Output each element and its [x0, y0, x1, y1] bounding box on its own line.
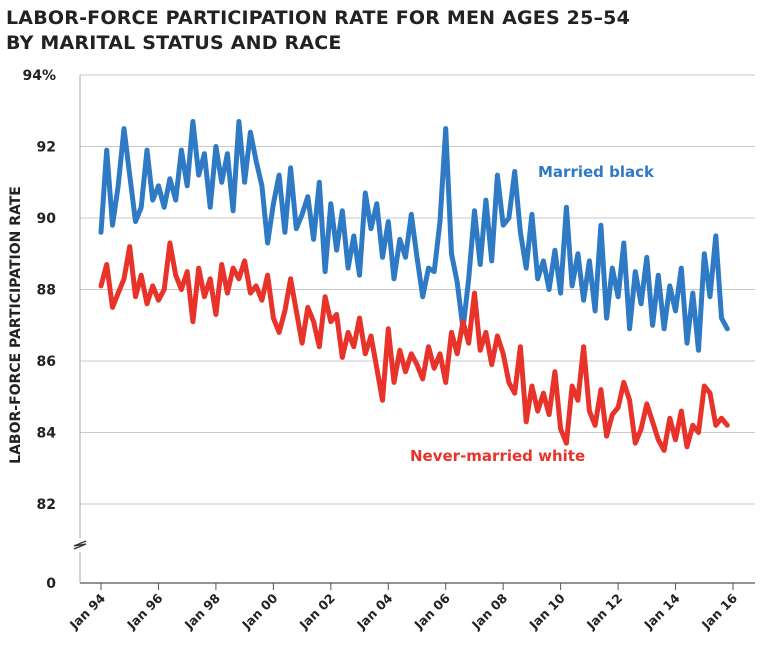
y-axis: 0 82 84 86 88 90 92 94% LABOR-FORCE PARTICIPATIO…: [8, 68, 87, 592]
chart-title: LABOR-FORCE PARTICIPATION RATE FOR MEN A…: [6, 6, 630, 56]
x-tick-label: Jan 06: [411, 590, 453, 632]
y-tick-label: 86: [37, 354, 56, 370]
x-tick-label: Jan 12: [583, 591, 625, 633]
series-label: Married black: [538, 163, 655, 181]
x-tick-label: Jan 00: [238, 590, 280, 632]
chart-title-line-2: BY MARITAL STATUS AND RACE: [6, 32, 342, 54]
x-tick-label: Jan 94: [66, 590, 108, 632]
x-axis: Jan 94 Jan 96 Jan 98 Jan 00 Jan 02 Jan 04 Jan …: [66, 583, 740, 633]
series-lines: [98, 119, 730, 453]
series-label: Never-married white: [410, 447, 585, 465]
axis-break-icon: [73, 540, 87, 550]
x-tick-label: Jan 02: [296, 591, 338, 633]
x-tick-label: Jan 14: [640, 590, 682, 632]
x-tick-label: Jan 04: [353, 590, 395, 632]
series-line: [98, 119, 730, 353]
gridlines: [80, 74, 755, 584]
y-tick-label: 88: [37, 283, 56, 299]
x-tick-label: Jan 08: [468, 591, 510, 633]
x-tick-label: Jan 16: [698, 590, 740, 632]
chart-title-line-1: LABOR-FORCE PARTICIPATION RATE FOR MEN A…: [6, 7, 631, 29]
x-tick-label: Jan 96: [123, 590, 165, 632]
y-tick-label: 84: [37, 426, 57, 442]
y-tick-label: 92: [37, 140, 56, 156]
y-tick-label: 90: [37, 211, 57, 227]
y-axis-label: LABOR-FORCE PARTICIPATION RATE: [8, 186, 24, 464]
x-tick-label: Jan 98: [181, 591, 223, 633]
series-labels: Married black Never-married white: [410, 163, 655, 465]
x-tick-label: Jan 10: [526, 590, 568, 632]
y-tick-label: 82: [37, 497, 56, 513]
series-line: [98, 240, 730, 453]
y-tick-label: 94%: [22, 68, 56, 84]
y-tick-label: 0: [46, 576, 56, 592]
